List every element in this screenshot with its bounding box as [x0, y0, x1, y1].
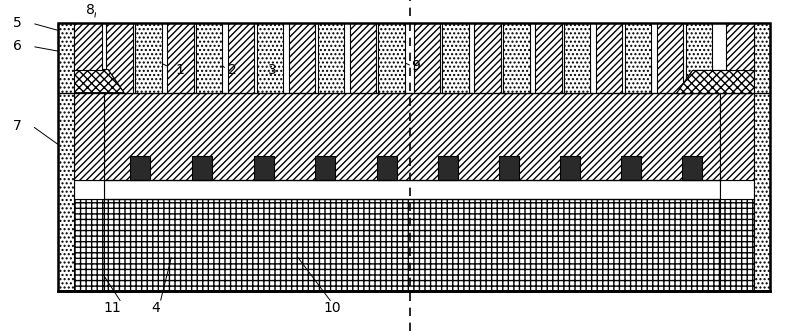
Bar [378, 23, 405, 93]
Bar [438, 156, 458, 180]
Bar [318, 23, 344, 93]
Text: 2: 2 [228, 63, 236, 76]
Bar [257, 23, 283, 93]
Bar [74, 23, 102, 70]
Bar [720, 93, 754, 180]
Bar [754, 23, 770, 93]
Bar [192, 156, 212, 180]
Bar [621, 156, 641, 180]
Text: 5: 5 [14, 16, 22, 30]
Bar [289, 23, 315, 93]
Bar [58, 199, 770, 291]
Bar [596, 23, 622, 93]
Bar [74, 180, 104, 199]
Text: 8: 8 [86, 3, 95, 17]
Bar [228, 23, 254, 93]
Bar [196, 23, 222, 93]
Bar [625, 66, 651, 93]
Bar [499, 156, 519, 180]
Polygon shape [74, 70, 124, 93]
Bar [254, 156, 274, 180]
Bar [625, 23, 651, 93]
Bar [58, 23, 74, 291]
Bar [442, 23, 469, 93]
Text: 11: 11 [103, 301, 121, 315]
Bar [58, 23, 770, 291]
Bar [135, 23, 162, 93]
Polygon shape [676, 70, 754, 93]
Text: 9: 9 [411, 59, 421, 73]
Bar [315, 156, 335, 180]
Text: 6: 6 [13, 39, 22, 53]
Bar [474, 23, 501, 93]
Bar [682, 156, 702, 180]
Bar [58, 23, 74, 93]
Bar [535, 23, 562, 93]
Bar [104, 93, 720, 180]
Text: 7: 7 [14, 119, 22, 133]
Bar [686, 23, 712, 93]
Bar [754, 23, 770, 291]
Text: 1: 1 [175, 63, 185, 76]
Bar [106, 23, 133, 93]
Polygon shape [74, 70, 124, 93]
Text: 3: 3 [268, 63, 276, 76]
Bar [350, 23, 376, 93]
Bar [503, 66, 530, 93]
Bar [167, 23, 194, 93]
Bar [74, 93, 104, 180]
Bar [657, 23, 683, 93]
Bar [686, 66, 712, 93]
Text: 4: 4 [152, 301, 160, 315]
Polygon shape [676, 70, 754, 93]
Bar [564, 23, 590, 93]
Bar [414, 23, 440, 93]
Bar [74, 199, 104, 291]
Bar [104, 180, 720, 199]
Bar [503, 23, 530, 93]
Bar [560, 156, 580, 180]
Bar [564, 66, 590, 93]
Bar [442, 66, 469, 93]
Bar [130, 156, 150, 180]
Bar [720, 180, 754, 199]
Bar [377, 156, 397, 180]
Bar [720, 199, 754, 291]
Bar [726, 23, 754, 70]
Text: 10: 10 [323, 301, 341, 315]
